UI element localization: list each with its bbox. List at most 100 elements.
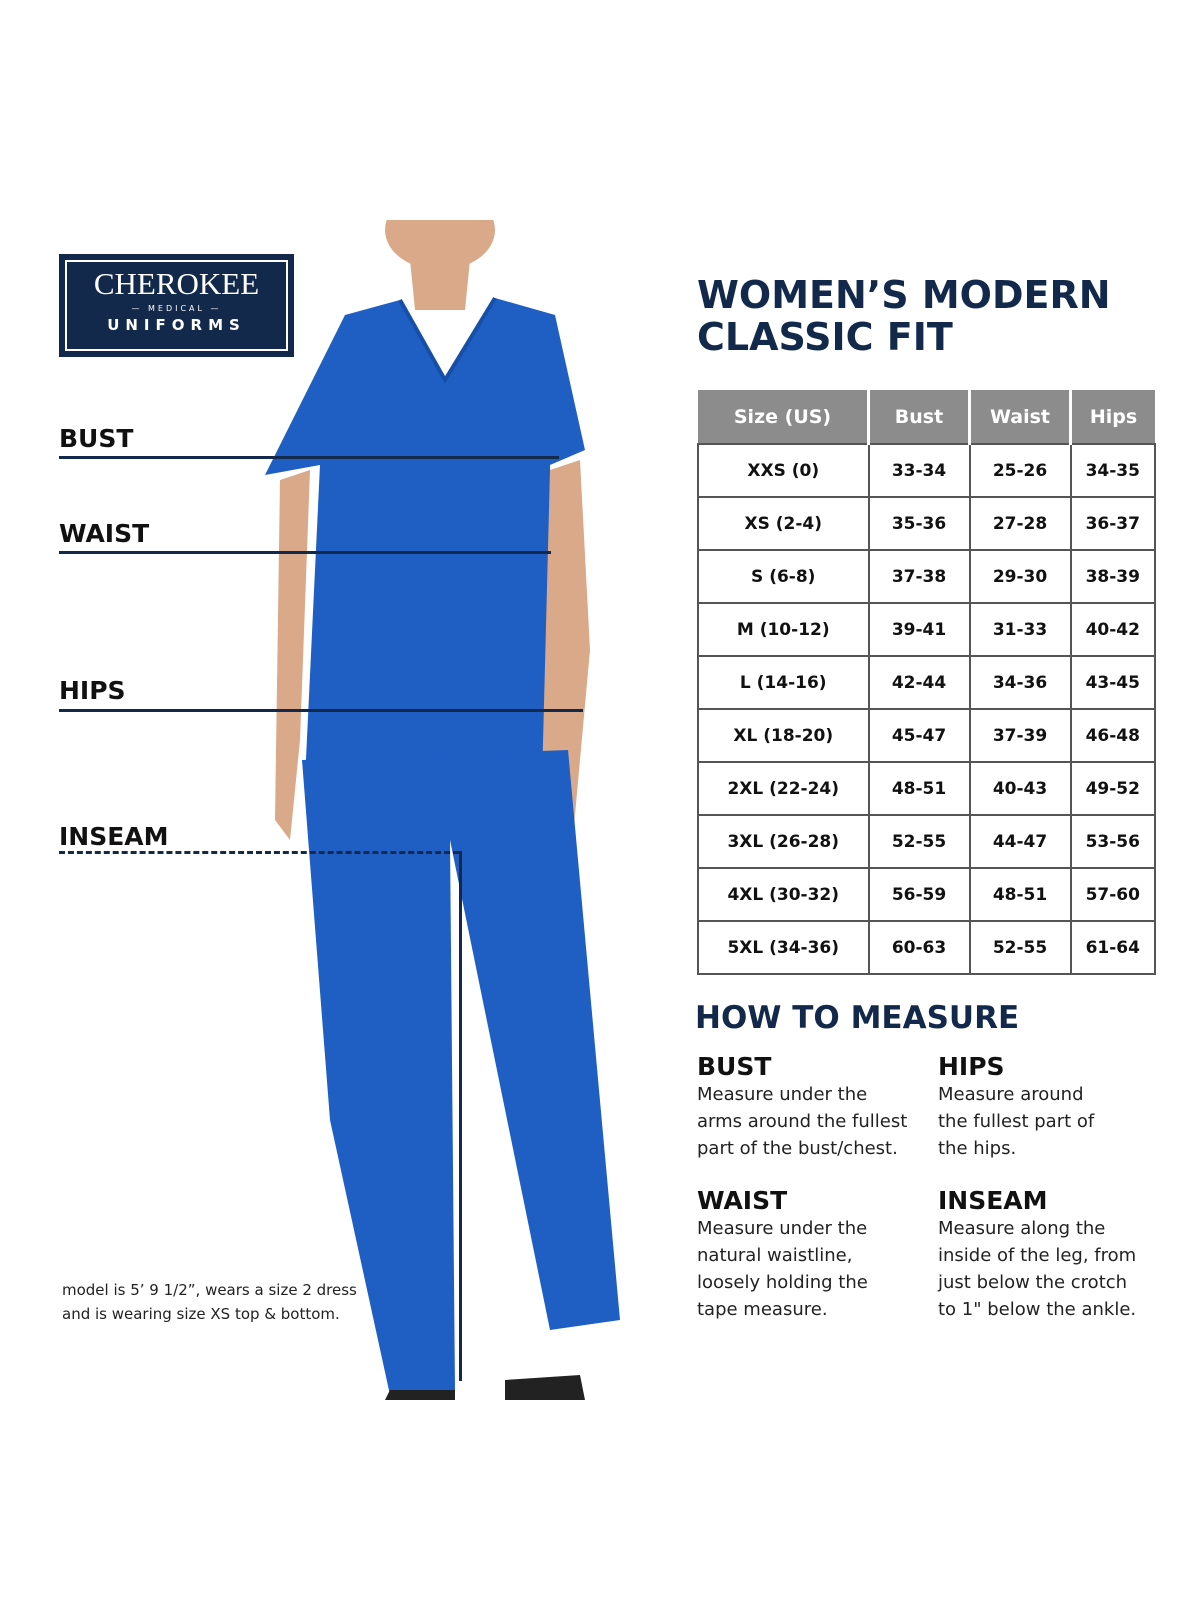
model-left-arm [275,470,310,840]
waist-cell: 31-33 [968,602,1072,657]
waist-cell: 25-26 [968,443,1072,498]
model-note-line-2: and is wearing size XS top & bottom. [62,1305,340,1323]
bust-cell: 35-36 [867,496,971,551]
header-hips: Hips [1069,390,1155,444]
hips-cell: 36-37 [1069,496,1156,551]
inseam-vertical-line [459,851,462,1381]
table-row: 2XL (22-24) 48-51 40-43 49-52 [697,761,1156,816]
title-line-2: CLASSIC FIT [697,315,953,359]
hips-cell: 49-52 [1069,761,1156,816]
measure-item-inseam: INSEAM Measure along the inside of the leg… [938,1186,1136,1323]
title-line-1: WOMEN’S MODERN [697,273,1111,317]
bust-line [59,456,559,459]
hips-label: HIPS [59,676,126,705]
table-row: 3XL (26-28) 52-55 44-47 53-56 [697,814,1156,869]
size-cell: 2XL (22-24) [697,761,870,816]
measure-item-text: to 1" below the ankle. [938,1299,1137,1320]
measure-item-text: arms around the fullest [697,1111,908,1132]
bust-cell: 42-44 [867,655,971,710]
waist-cell: 48-51 [968,867,1072,922]
hips-line [59,709,583,712]
measure-item-text: Measure under the [697,1218,868,1239]
model-neck [410,260,470,310]
waist-cell: 40-43 [968,761,1072,816]
inseam-label: INSEAM [59,822,169,851]
bust-cell: 39-41 [867,602,971,657]
bust-label: BUST [59,424,134,453]
inseam-dashed-line [59,851,459,854]
header-size: Size (US) [698,390,869,444]
table-row: 5XL (34-36) 60-63 52-55 61-64 [697,920,1156,975]
cherokee-logo: CHEROKEE — MEDICAL — UNIFORMS [59,254,294,357]
measure-item-text: Measure around [938,1084,1084,1105]
size-cell: 4XL (30-32) [697,867,870,922]
logo-brand: CHEROKEE [93,266,260,301]
waist-cell: 37-39 [968,708,1072,763]
how-to-measure-heading: HOW TO MEASURE [695,1000,1020,1036]
header-bust: Bust [867,390,970,444]
table-row: M (10-12) 39-41 31-33 40-42 [697,602,1156,657]
size-cell: 3XL (26-28) [697,814,870,869]
size-cell: 5XL (34-36) [697,920,870,975]
scrub-pants [302,750,620,1395]
scrub-top [265,298,585,780]
bust-cell: 60-63 [867,920,971,975]
size-cell: S (6-8) [697,549,870,604]
waist-cell: 29-30 [968,549,1072,604]
model-note-line-1: model is 5’ 9 1/2”, wears a size 2 dress [62,1281,357,1299]
measure-item-title: BUST [697,1052,772,1081]
page-title: WOMEN’S MODERN CLASSIC FIT [697,274,1111,358]
size-cell: XL (18-20) [697,708,870,763]
table-row: 4XL (30-32) 56-59 48-51 57-60 [697,867,1156,922]
size-table: Size (US) Bust Waist Hips XXS (0) 33-34 25… [697,390,1156,975]
bust-cell: 48-51 [867,761,971,816]
logo-medical: — MEDICAL — [131,304,222,313]
waist-cell: 52-55 [968,920,1072,975]
hips-cell: 57-60 [1069,867,1156,922]
hips-cell: 34-35 [1069,443,1156,498]
model-image [265,220,620,1400]
waist-cell: 44-47 [968,814,1072,869]
measure-item-title: WAIST [697,1186,788,1215]
waist-line [59,551,551,554]
table-row: XL (18-20) 45-47 37-39 46-48 [697,708,1156,763]
model-note: model is 5’ 9 1/2”, wears a size 2 dress… [62,1278,357,1326]
header-waist: Waist [968,390,1071,444]
measure-item-waist: WAIST Measure under the natural waistline,… [697,1186,868,1323]
measure-item-title: INSEAM [938,1186,1048,1215]
size-cell: XS (2-4) [697,496,870,551]
table-row: S (6-8) 37-38 29-30 38-39 [697,549,1156,604]
bust-cell: 37-38 [867,549,971,604]
waist-cell: 34-36 [968,655,1072,710]
measure-item-text: part of the bust/chest. [697,1138,898,1159]
hips-cell: 38-39 [1069,549,1156,604]
bust-cell: 52-55 [867,814,971,869]
waist-cell: 27-28 [968,496,1072,551]
size-cell: L (14-16) [697,655,870,710]
measure-item-hips: HIPS Measure around the fullest part of the… [938,1052,1094,1162]
measure-item-text: just below the crotch [938,1272,1128,1293]
measure-item-text: Measure under the [697,1084,868,1105]
measure-item-text: Measure along the [938,1218,1106,1239]
table-row: L (14-16) 42-44 34-36 43-45 [697,655,1156,710]
measure-item-text: the fullest part of [938,1111,1095,1132]
hips-cell: 43-45 [1069,655,1156,710]
model-face [385,220,495,270]
bust-cell: 56-59 [867,867,971,922]
measure-item-text: tape measure. [697,1299,828,1320]
measure-item-text: the hips. [938,1138,1017,1159]
measure-item-text: inside of the leg, from [938,1245,1137,1266]
logo-uniforms: UNIFORMS [107,316,246,334]
hips-cell: 61-64 [1069,920,1156,975]
table-row: XXS (0) 33-34 25-26 34-35 [697,443,1156,498]
bust-cell: 33-34 [867,443,971,498]
measure-item-title: HIPS [938,1052,1005,1081]
table-row: XS (2-4) 35-36 27-28 36-37 [697,496,1156,551]
hips-cell: 53-56 [1069,814,1156,869]
table-header-row: Size (US) Bust Waist Hips [698,390,1155,444]
size-cell: M (10-12) [697,602,870,657]
measure-item-text: natural waistline, [697,1245,853,1266]
bust-cell: 45-47 [867,708,971,763]
measure-item-bust: BUST Measure under the arms around the ful… [697,1052,907,1162]
